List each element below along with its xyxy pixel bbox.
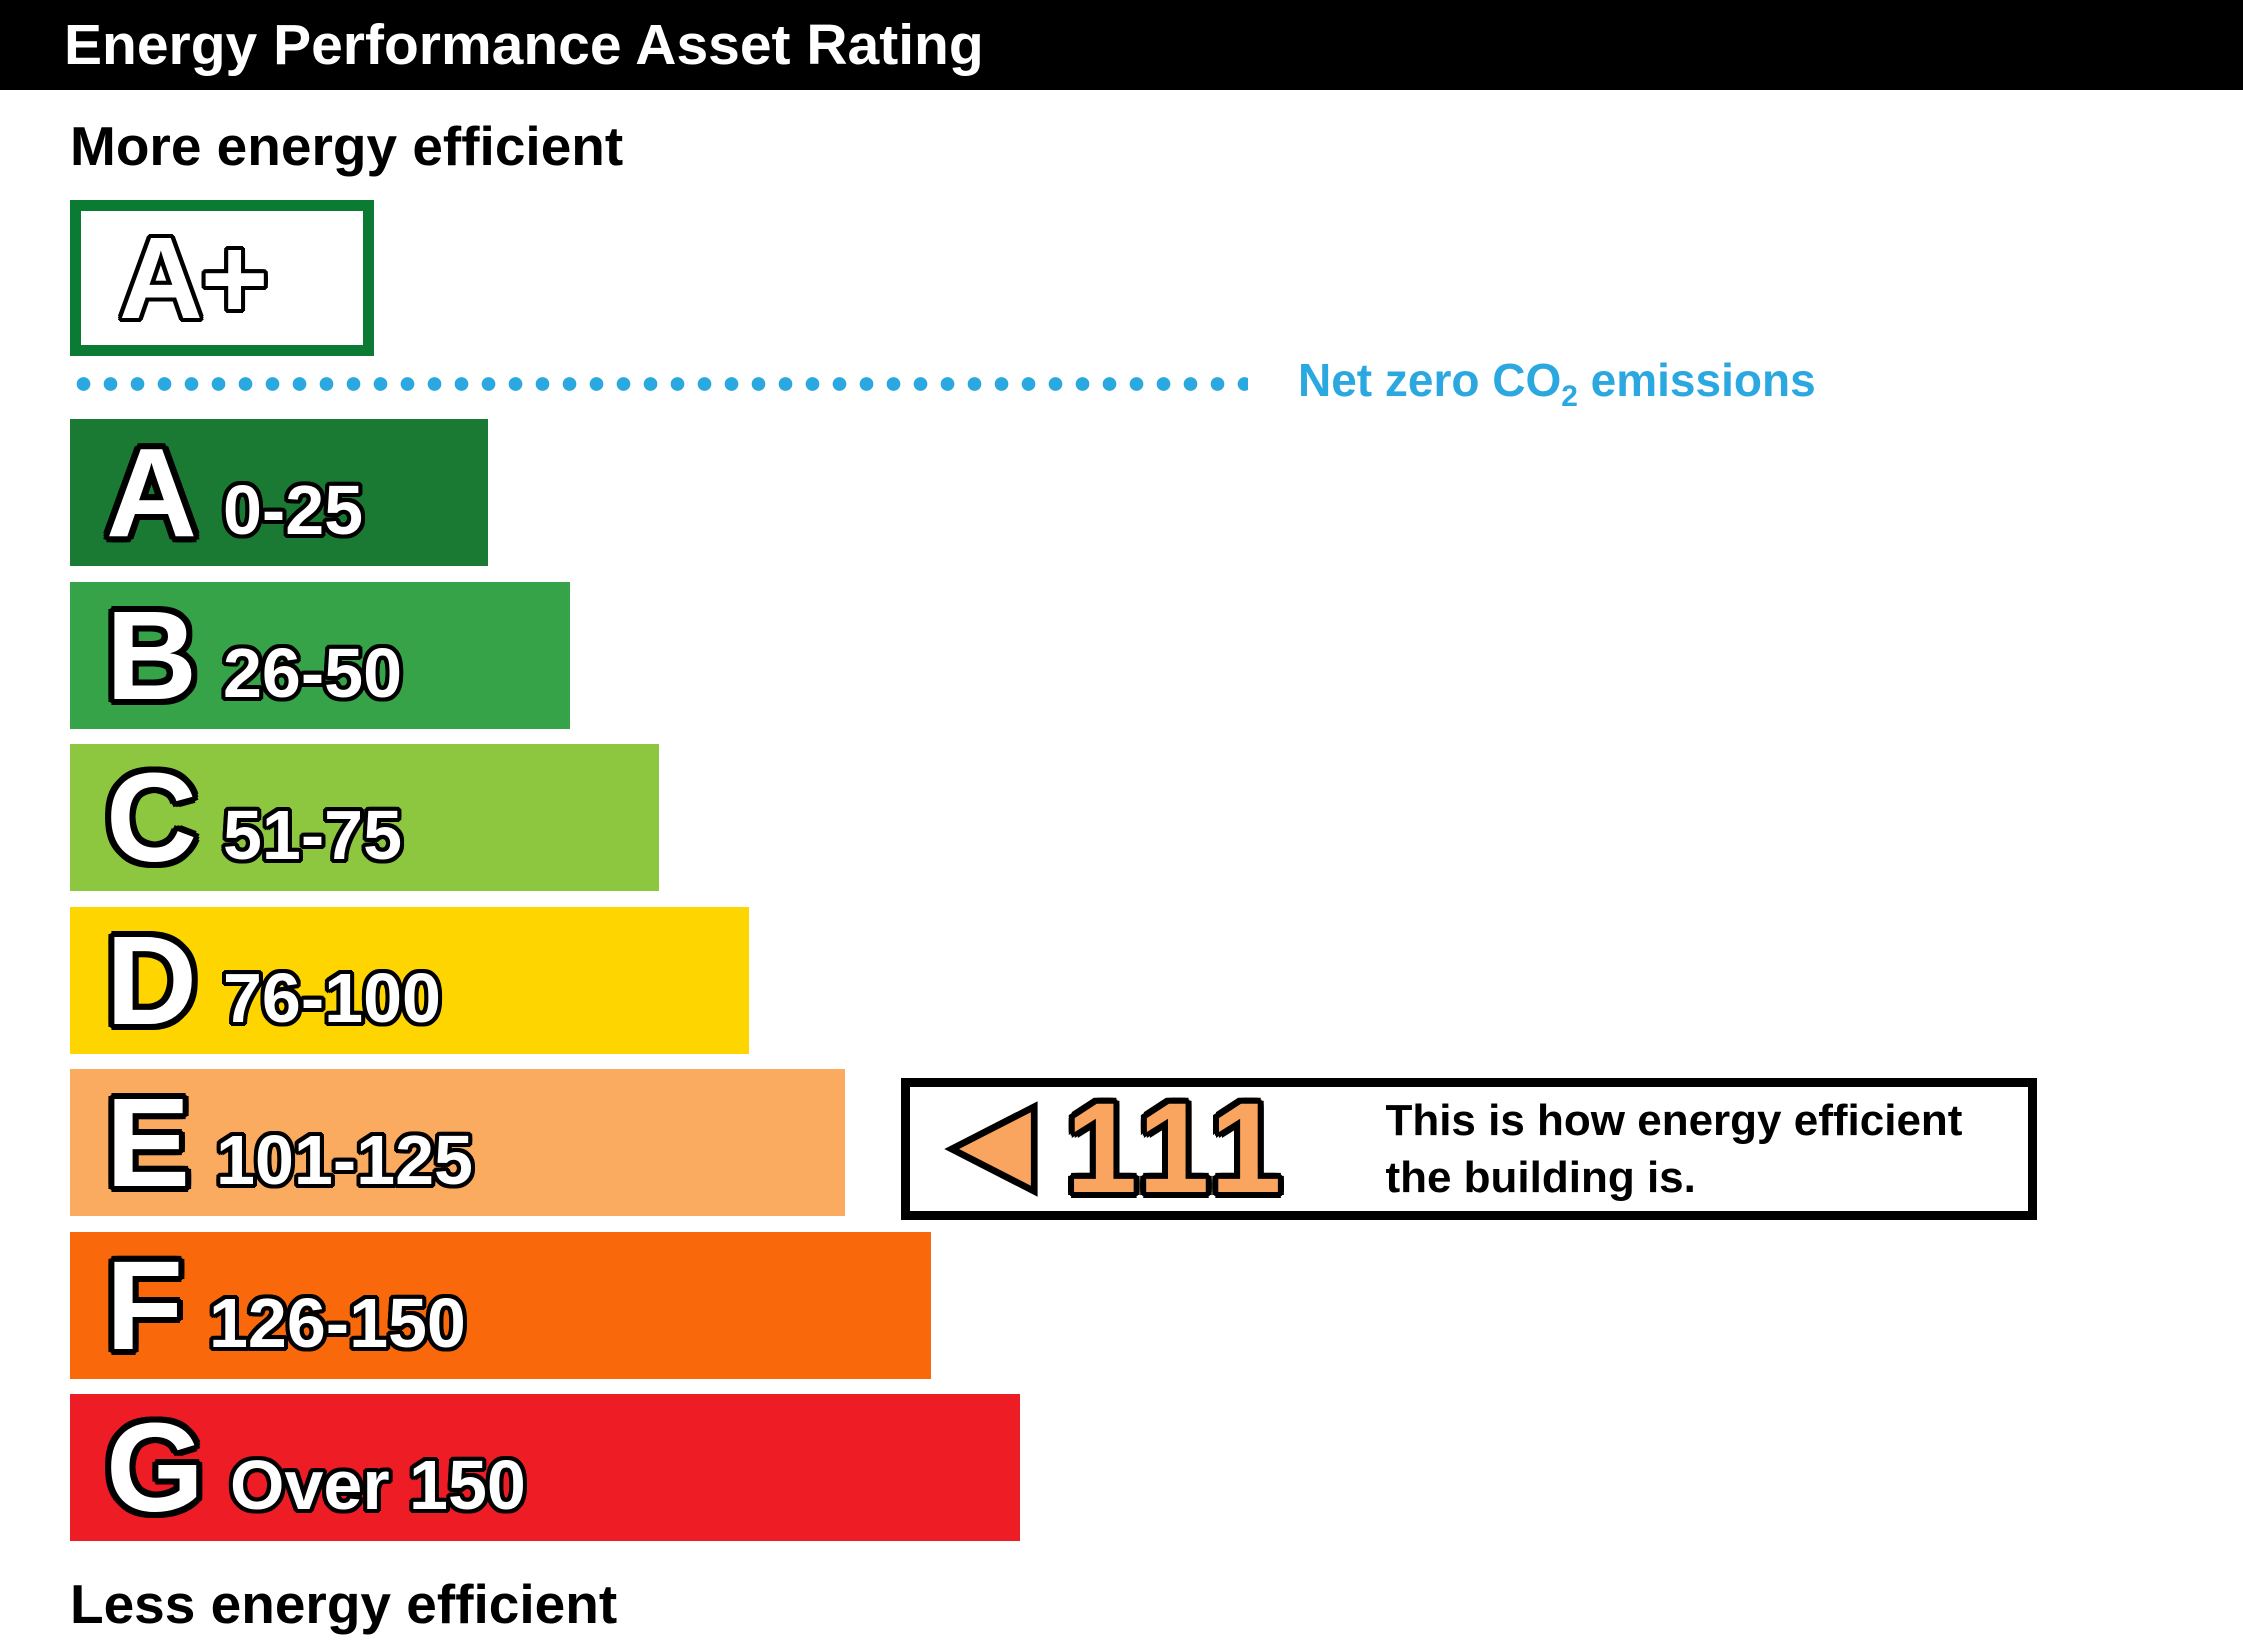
band-b: B 26-50 [70,582,570,729]
band-f: F 126-150 [70,1232,931,1379]
less-efficient-label: Less energy efficient [70,1573,618,1635]
rating-caption-line1: This is how energy efficient [1385,1095,1963,1145]
rating-caption: This is how energy efficient the buildin… [1385,1092,1962,1206]
band-g: G Over 150 [70,1394,1020,1541]
net-zero-label-prefix: Net zero CO [1298,354,1562,407]
band-a-letter: A [106,421,197,563]
left-arrow-shape [944,1101,1038,1197]
band-c-range: 51-75 [223,795,403,874]
more-efficient-label: More energy efficient [70,115,624,177]
band-b-range: 26-50 [223,633,403,712]
rating-indicator-box: 111 This is how energy efficient the bui… [901,1078,2037,1220]
band-g-letter: G [106,1396,205,1538]
band-e-range: 101-125 [216,1120,473,1199]
band-d-letter: D [106,909,197,1051]
band-c: C 51-75 [70,744,659,891]
band-a-range: 0-25 [223,470,364,549]
band-d: D 76-100 [70,907,749,1054]
net-zero-dotted-line [70,377,1248,391]
band-e: E 101-125 [70,1069,845,1216]
net-zero-label-sub: 2 [1561,380,1578,414]
page-title: Energy Performance Asset Rating [64,13,984,77]
band-a: A 0-25 [70,419,488,566]
band-f-letter: F [106,1234,183,1376]
band-d-range: 76-100 [223,958,441,1037]
net-zero-label-suffix: emissions [1577,354,1816,407]
band-c-letter: C [106,746,197,888]
rating-caption-line2: the building is. [1385,1153,1696,1202]
band-a-plus: A+ [70,200,374,356]
net-zero-row: Net zero CO2 emissions [70,354,1816,414]
net-zero-label: Net zero CO2 emissions [1298,353,1816,414]
band-a-plus-letter: A+ [119,213,269,343]
band-e-letter: E [106,1071,191,1213]
rating-value: 111 [1066,1077,1290,1220]
band-f-range: 126-150 [208,1283,466,1362]
header-bar: Energy Performance Asset Rating [0,0,2243,90]
band-b-letter: B [106,584,197,726]
left-arrow-icon [944,1101,1038,1197]
band-g-range: Over 150 [230,1445,526,1524]
